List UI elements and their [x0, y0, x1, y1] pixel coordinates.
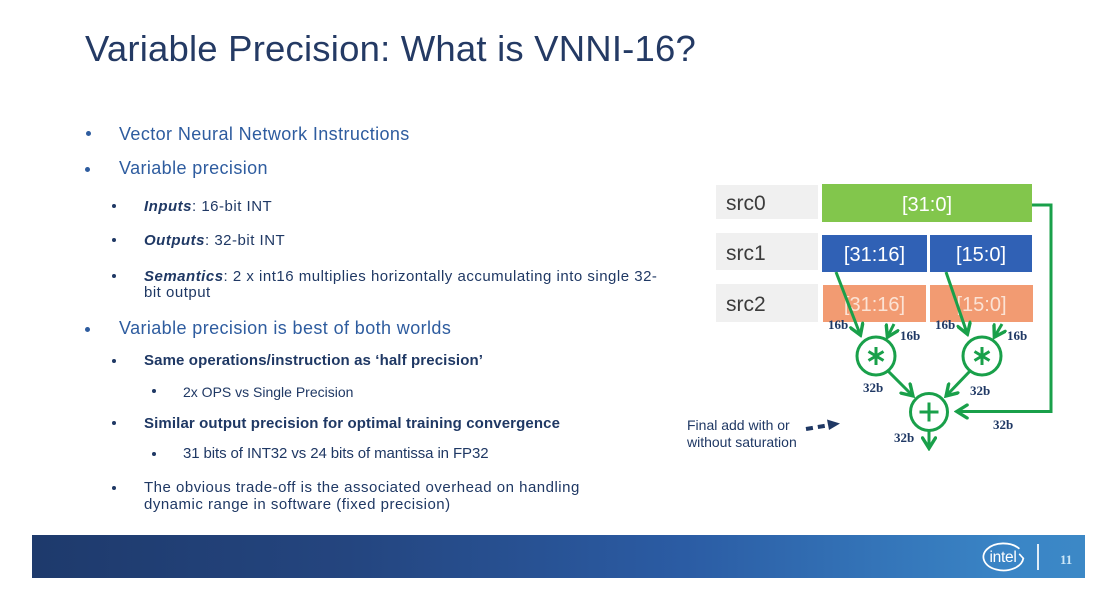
svg-text:intel: intel	[990, 549, 1017, 566]
